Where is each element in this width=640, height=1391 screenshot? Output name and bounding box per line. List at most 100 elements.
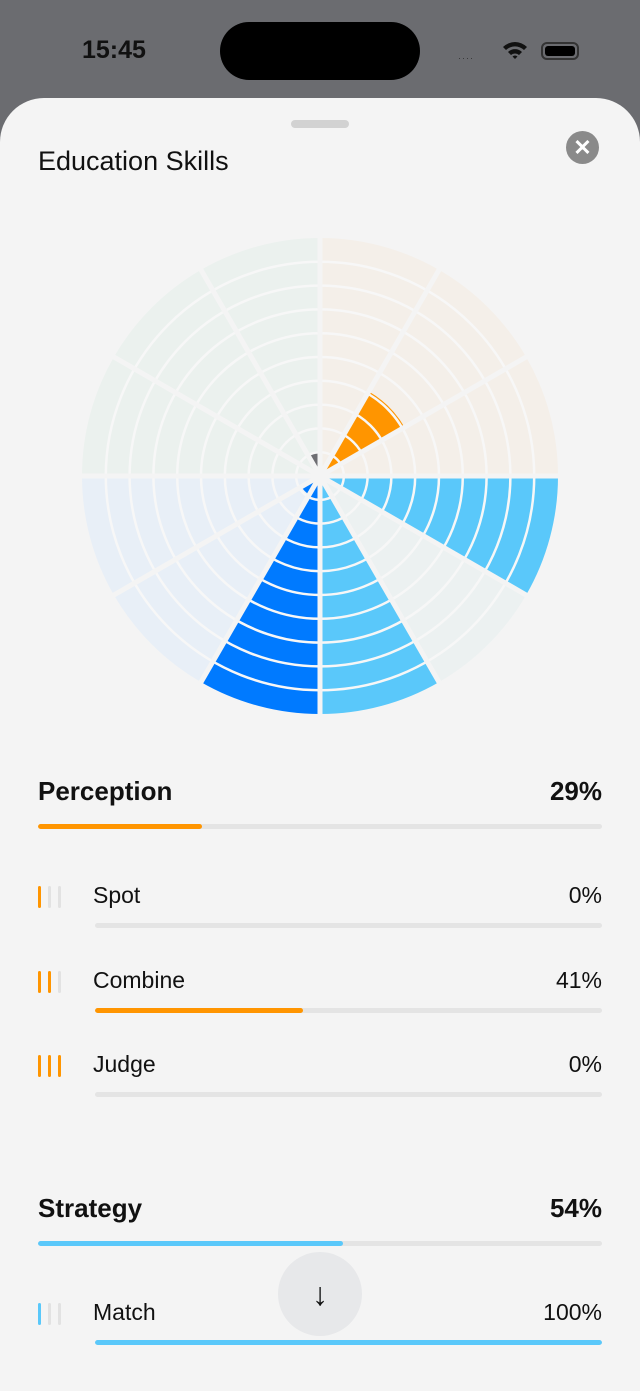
skill-progress-bar: [95, 1340, 602, 1345]
sector-value-segment: [340, 476, 368, 500]
sector-value-segment: [320, 661, 439, 714]
sector-background: [320, 357, 558, 476]
cellular-signal-icon: ····: [458, 53, 474, 63]
group-progress-bar: [38, 824, 602, 829]
chart-sector-3: [320, 476, 558, 595]
sector-value-segment: [320, 537, 368, 572]
chart-sector-10: [113, 269, 320, 476]
group-percent: 29%: [549, 776, 602, 806]
skill-level-icon: [38, 886, 62, 908]
sector-value-segment: [381, 476, 416, 524]
sector-value-segment: [355, 393, 403, 441]
group-percent: 54%: [549, 1193, 602, 1223]
skill-group-header[interactable]: Strategy 54%: [38, 1193, 602, 1224]
skill-progress-fill: [95, 1007, 303, 1013]
scroll-down-button[interactable]: ↓: [278, 1252, 362, 1336]
skill-progress-bar: [95, 1092, 602, 1097]
sector-value-segment: [320, 640, 428, 691]
skill-name: Combine: [93, 966, 186, 993]
skill-percent: 0%: [568, 882, 602, 908]
sheet-grabber[interactable]: [291, 120, 349, 128]
sector-value-segment: [320, 620, 416, 667]
sector-value-segment: [464, 476, 511, 572]
sector-divider: [110, 473, 322, 599]
sector-divider: [197, 266, 323, 478]
skill-progress-bar: [95, 1007, 602, 1013]
skill-row[interactable]: Combine 41%: [38, 967, 602, 997]
close-icon: ✕: [573, 135, 592, 160]
education-skills-sheet: Education Skills ✕ Perception 29% Spot 0…: [0, 98, 640, 1391]
sector-value-segment: [320, 599, 404, 643]
level-bar: [38, 1055, 41, 1077]
wifi-icon: [503, 42, 527, 59]
sector-divider: [110, 353, 322, 479]
sector-background: [113, 476, 320, 683]
status-time: 15:45: [82, 36, 146, 64]
status-bar: 15:45 ····: [0, 0, 640, 98]
sector-divider: [197, 474, 323, 686]
level-bar: [48, 1303, 51, 1325]
level-bar: [58, 970, 61, 993]
sector-value-segment: [320, 496, 344, 524]
level-bar: [58, 886, 61, 908]
skill-name: Match: [93, 1299, 156, 1325]
battery-icon: [541, 42, 579, 60]
skill-row[interactable]: Spot 0%: [38, 882, 602, 912]
sheet-title: Education Skills: [38, 146, 229, 176]
level-bar: [48, 886, 51, 908]
sector-value-segment: [343, 414, 382, 453]
arrow-down-icon: ↓: [312, 1276, 328, 1312]
sector-background: [82, 476, 320, 595]
skill-row[interactable]: Judge 0%: [38, 1051, 602, 1081]
chart-sector-9: [82, 357, 320, 476]
sector-background: [82, 357, 320, 476]
group-name: Perception: [38, 776, 173, 806]
skill-group-header[interactable]: Perception 29%: [38, 776, 602, 807]
sector-value-segment: [320, 579, 392, 619]
level-bar: [38, 970, 41, 993]
sector-value-segment: [236, 599, 320, 643]
sector-divider: [317, 474, 443, 686]
skill-percent: 0%: [568, 1051, 602, 1077]
sector-divider: [318, 353, 530, 479]
sector-value-segment: [505, 476, 558, 595]
skill-progress-fill: [95, 1340, 602, 1345]
group-name: Strategy: [38, 1193, 143, 1223]
skill-percent: 41%: [555, 966, 602, 993]
sector-divider: [318, 473, 530, 599]
sector-value-segment: [224, 620, 320, 667]
sector-value-segment: [296, 496, 320, 524]
level-bar: [38, 1303, 41, 1325]
sector-value-segment: [423, 476, 463, 548]
skill-level-icon: [38, 1303, 62, 1325]
close-button[interactable]: ✕: [566, 131, 599, 164]
sector-background: [201, 238, 320, 476]
skill-progress-bar: [95, 923, 602, 928]
sector-divider: [317, 266, 443, 478]
chart-sector-6: [201, 476, 320, 714]
skill-name: Spot: [93, 882, 141, 908]
skill-row[interactable]: Match 100%: [38, 1299, 602, 1329]
chart-sector-4: [320, 476, 527, 683]
sector-background: [320, 476, 527, 683]
group-progress-bar: [38, 1241, 602, 1246]
chart-sector-8: [82, 476, 320, 595]
level-bar: [58, 1303, 61, 1325]
sector-value-segment: [272, 537, 320, 572]
group-progress-fill: [38, 1241, 343, 1246]
sector-value-segment: [201, 661, 320, 714]
sector-value-segment: [484, 476, 535, 584]
dynamic-island: [220, 22, 420, 80]
chart-sector-2: [320, 357, 558, 476]
level-bar: [48, 1055, 51, 1077]
skill-level-icon: [38, 970, 62, 993]
skill-name: Judge: [93, 1051, 156, 1077]
chart-sector-0: [320, 238, 439, 476]
sector-value-segment: [331, 434, 362, 465]
sector-background: [320, 238, 439, 476]
sector-value-segment: [212, 640, 320, 691]
skill-percent: 100%: [543, 1299, 602, 1325]
level-bar: [58, 1055, 61, 1077]
level-bar: [48, 970, 51, 993]
skills-polar-chart: [80, 236, 560, 716]
